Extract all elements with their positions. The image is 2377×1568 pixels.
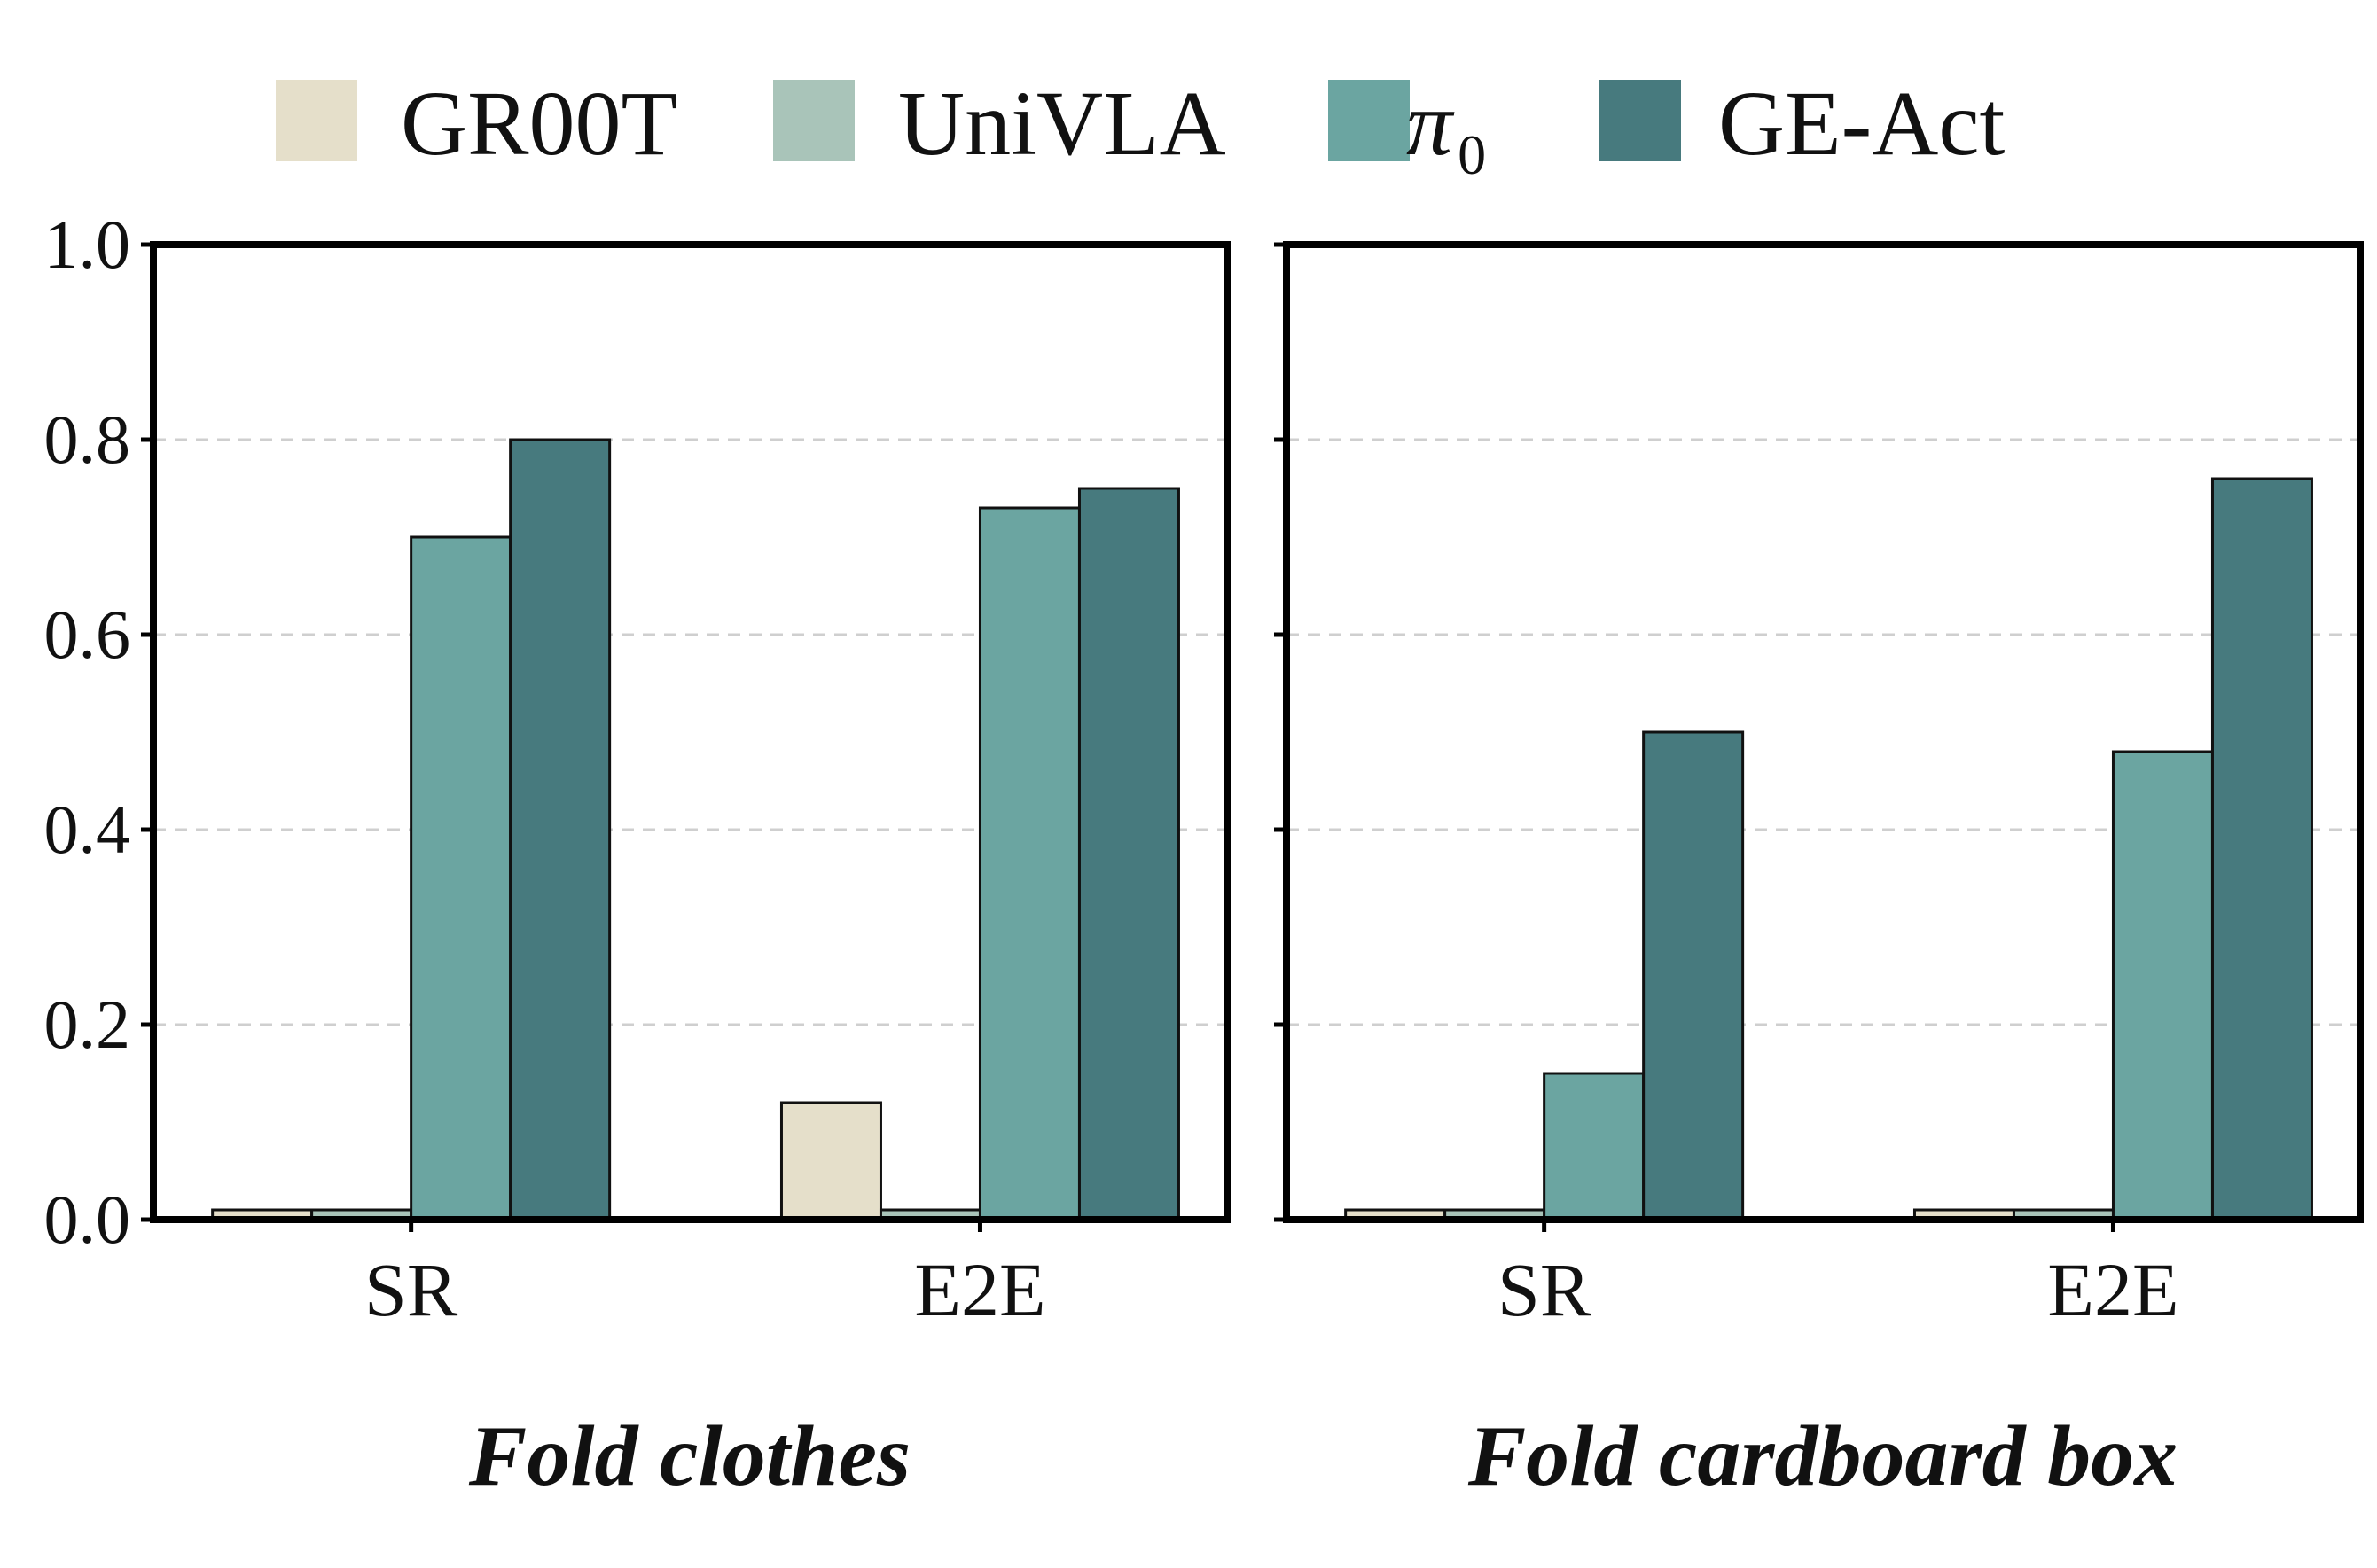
y-ticks-left: 0.0 0.2 0.4 0.6 0.8 1.0 (44, 206, 153, 1258)
bar-ge-act-sr (509, 438, 612, 1221)
y-tick-label: 0.2 (44, 986, 131, 1063)
panel-title-fold-clothes: Fold clothes (468, 1408, 911, 1504)
bar-0-sr (1543, 1072, 1646, 1221)
legend-swatch-ge-act (1599, 80, 1681, 161)
x-tick-label-sr: SR (1497, 1247, 1591, 1332)
legend-label-pi0: π0 (1406, 73, 1486, 186)
legend-label-univla: UniVLA (898, 73, 1226, 175)
legend-swatch-gr00t (276, 80, 357, 161)
bar-gr00t-e2e (779, 1101, 882, 1221)
plot-frame-left (150, 241, 1231, 1223)
x-tick-label-e2e: E2E (2047, 1247, 2178, 1332)
y-tick-label: 0.4 (44, 791, 131, 868)
bars-left (211, 438, 1180, 1221)
y-tick-label: 0.0 (44, 1181, 131, 1258)
bar-0-e2e (978, 506, 1081, 1221)
legend-label-pi0-symbol: π (1406, 73, 1455, 175)
y-ticks-right (1274, 242, 1286, 1222)
plot-frame-right (1283, 241, 2364, 1223)
legend-label-ge-act: GE-Act (1718, 73, 2006, 175)
legend-label-gr00t: GR00T (401, 73, 677, 175)
bar-ge-act-e2e (1077, 487, 1180, 1221)
x-tick-label-e2e: E2E (914, 1247, 1045, 1332)
legend-swatch-pi0 (1328, 80, 1410, 161)
legend: GR00T UniVLA π0 GE-Act (276, 73, 2006, 186)
panel-fold-clothes: 0.0 0.2 0.4 0.6 0.8 1.0 SR E2E Fold clothes (44, 206, 1231, 1504)
panel-fold-cardboard-box: SR E2E Fold cardboard box (1274, 241, 2364, 1504)
y-tick-label: 1.0 (44, 206, 131, 283)
x-tick-label-sr: SR (364, 1247, 458, 1332)
x-tick-labels-right: SR E2E (1497, 1220, 2179, 1332)
x-tick-labels-left: SR E2E (364, 1220, 1046, 1332)
bar-0-sr (410, 535, 512, 1221)
panel-title-fold-cardboard-box: Fold cardboard box (1467, 1408, 2178, 1504)
y-tick-label: 0.6 (44, 596, 131, 673)
y-tick-label: 0.8 (44, 401, 131, 478)
bars-right (1344, 477, 2313, 1221)
bar-ge-act-sr (1642, 730, 1745, 1221)
legend-swatch-univla (773, 80, 855, 161)
legend-label-pi0-subscript: 0 (1458, 123, 1486, 186)
bar-ge-act-e2e (2210, 477, 2313, 1221)
bar-0-e2e (2111, 750, 2214, 1221)
